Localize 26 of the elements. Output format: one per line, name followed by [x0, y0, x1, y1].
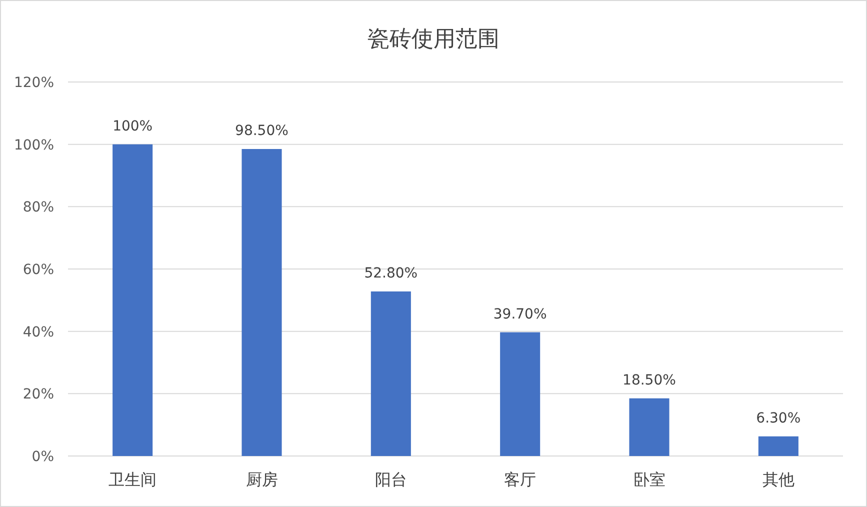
y-tick-label: 100%: [14, 137, 54, 154]
y-tick-label: 80%: [22, 200, 54, 216]
x-tick-label: 卧室: [633, 470, 666, 489]
bar: [370, 291, 411, 456]
y-tick-label: 0%: [32, 449, 54, 465]
x-tick-label: 其他: [762, 470, 794, 489]
data-label: 52.80%: [364, 265, 418, 282]
bar: [112, 144, 153, 456]
data-label: 100%: [112, 118, 153, 134]
data-label: 98.50%: [235, 123, 288, 140]
data-label: 6.30%: [756, 410, 801, 426]
bar: [242, 149, 282, 456]
data-label: 18.50%: [622, 372, 676, 388]
y-tick-label: 120%: [14, 75, 54, 91]
y-tick-label: 20%: [22, 386, 54, 403]
x-tick-label: 厨房: [246, 470, 278, 489]
bar: [629, 398, 670, 456]
x-tick-label: 客厅: [504, 470, 536, 489]
data-label: 39.70%: [493, 306, 547, 322]
y-tick-label: 60%: [22, 262, 54, 278]
y-tick-label: 40%: [22, 324, 54, 340]
x-tick-label: 卫生间: [108, 470, 157, 489]
bar: [500, 332, 540, 456]
chart-title: 瓷砖使用范围: [368, 27, 500, 52]
x-tick-label: 阳台: [374, 470, 407, 489]
bar: [758, 436, 798, 456]
